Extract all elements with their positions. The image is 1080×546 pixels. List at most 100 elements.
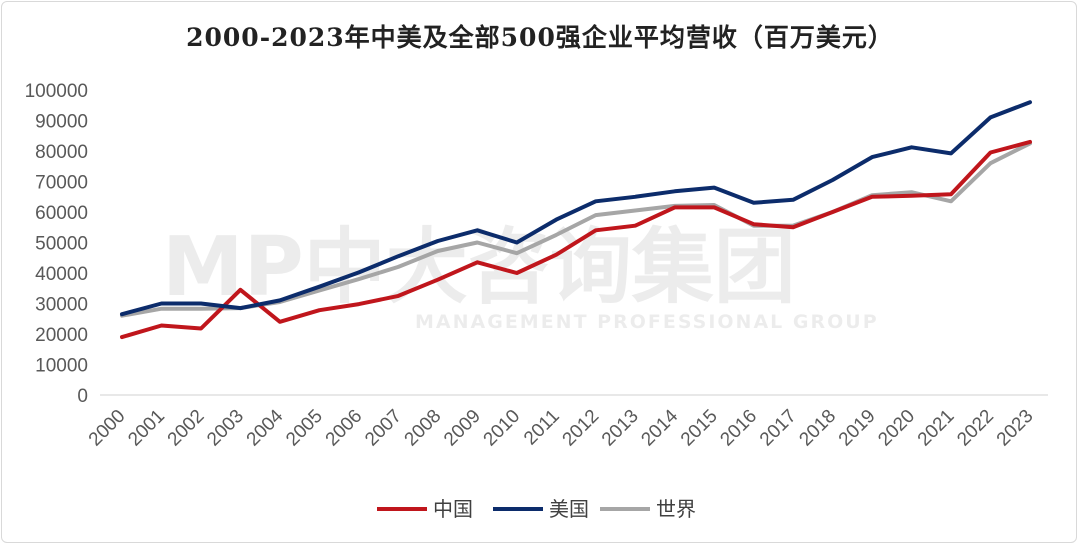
data-point bbox=[594, 199, 598, 203]
data-point bbox=[949, 199, 953, 203]
data-point bbox=[317, 288, 321, 292]
data-point bbox=[396, 265, 400, 269]
data-point bbox=[120, 335, 124, 339]
data-point bbox=[238, 288, 243, 292]
x-tick-label: 2014 bbox=[637, 405, 682, 450]
data-point bbox=[949, 192, 953, 196]
data-point bbox=[317, 285, 321, 289]
data-point bbox=[199, 307, 203, 311]
data-point bbox=[357, 270, 361, 274]
x-tick-label: 2001 bbox=[124, 406, 169, 451]
x-tick-label: 2015 bbox=[677, 406, 722, 451]
data-point bbox=[831, 178, 835, 182]
data-point bbox=[633, 224, 637, 228]
data-point bbox=[712, 186, 716, 190]
data-point bbox=[633, 208, 637, 213]
x-tick-label: 2016 bbox=[716, 406, 761, 451]
data-point bbox=[278, 320, 282, 324]
data-point bbox=[159, 301, 164, 306]
y-tick-label: 0 bbox=[77, 386, 88, 407]
data-point bbox=[870, 195, 874, 199]
data-point bbox=[909, 194, 914, 198]
x-tick-label: 2004 bbox=[243, 405, 288, 450]
x-tick-label: 2009 bbox=[440, 406, 485, 451]
x-tick-label: 2023 bbox=[993, 406, 1038, 451]
data-point bbox=[988, 150, 993, 155]
data-point bbox=[278, 298, 282, 303]
data-point bbox=[594, 213, 598, 217]
data-point bbox=[357, 302, 361, 306]
data-point bbox=[396, 254, 400, 258]
y-tick-label: 30000 bbox=[35, 295, 88, 316]
y-tick-label: 50000 bbox=[35, 234, 88, 255]
data-point bbox=[791, 198, 795, 202]
data-point bbox=[909, 190, 914, 194]
y-tick-label: 100000 bbox=[25, 81, 88, 102]
data-point bbox=[475, 228, 479, 232]
data-point bbox=[554, 218, 558, 222]
y-tick-label: 20000 bbox=[35, 325, 88, 346]
x-tick-label: 2018 bbox=[795, 406, 840, 451]
x-tick-label: 2011 bbox=[520, 406, 564, 450]
y-tick-label: 70000 bbox=[35, 173, 88, 194]
data-point bbox=[120, 312, 124, 316]
data-point bbox=[752, 201, 756, 205]
data-point bbox=[949, 151, 953, 156]
data-point bbox=[436, 239, 440, 243]
y-tick-label: 80000 bbox=[35, 142, 88, 163]
x-tick-label: 2019 bbox=[835, 406, 880, 451]
x-tick-label: 2007 bbox=[361, 406, 406, 451]
x-tick-label: 2021 bbox=[914, 406, 959, 451]
data-point bbox=[1028, 100, 1032, 104]
x-tick-label: 2003 bbox=[203, 406, 248, 451]
data-point bbox=[475, 240, 479, 245]
data-point bbox=[515, 271, 519, 275]
x-tick-label: 2002 bbox=[164, 406, 209, 451]
data-point bbox=[317, 308, 321, 312]
watermark-subtitle: MANAGEMENT PROFESSIONAL GROUP bbox=[415, 311, 879, 333]
data-point bbox=[396, 294, 400, 298]
data-point bbox=[159, 323, 164, 328]
data-point bbox=[475, 260, 479, 264]
x-tick-label: 2000 bbox=[85, 406, 130, 451]
y-tick-label: 40000 bbox=[35, 264, 88, 285]
data-point bbox=[712, 205, 716, 210]
x-tick-label: 2005 bbox=[282, 406, 327, 451]
legend-label: 中国 bbox=[433, 497, 473, 521]
data-point bbox=[554, 233, 558, 237]
data-point bbox=[594, 228, 598, 232]
data-point bbox=[988, 115, 993, 120]
data-point bbox=[199, 301, 203, 306]
x-tick-label: 2008 bbox=[401, 406, 446, 451]
data-point bbox=[909, 145, 914, 149]
x-tick-label: 2020 bbox=[874, 406, 919, 451]
data-point bbox=[752, 222, 756, 226]
legend-label: 美国 bbox=[549, 497, 589, 521]
y-tick-label: 10000 bbox=[35, 356, 88, 377]
data-point bbox=[357, 277, 361, 281]
data-point bbox=[988, 161, 993, 165]
data-point bbox=[1028, 140, 1032, 144]
data-point bbox=[159, 307, 164, 311]
chart-title: 2000-2023年中美及全部500强企业平均营收（百万美元） bbox=[186, 23, 894, 52]
data-point bbox=[515, 240, 519, 245]
data-point bbox=[870, 155, 874, 159]
x-tick-label: 2006 bbox=[322, 406, 367, 451]
data-point bbox=[515, 251, 519, 255]
x-tick-label: 2012 bbox=[559, 406, 604, 451]
x-tick-label: 2017 bbox=[756, 406, 801, 451]
x-tick-label: 2022 bbox=[953, 406, 998, 451]
legend-label: 世界 bbox=[656, 497, 696, 521]
data-point bbox=[673, 189, 677, 193]
data-point bbox=[199, 326, 203, 331]
watermark-brand: MP中大咨询集团 bbox=[162, 220, 796, 315]
y-tick-label: 90000 bbox=[35, 112, 88, 133]
x-tick-label: 2010 bbox=[480, 406, 525, 451]
data-point bbox=[436, 249, 440, 253]
data-point bbox=[436, 278, 440, 282]
series-line-0 bbox=[120, 139, 1032, 340]
data-point bbox=[238, 306, 243, 310]
